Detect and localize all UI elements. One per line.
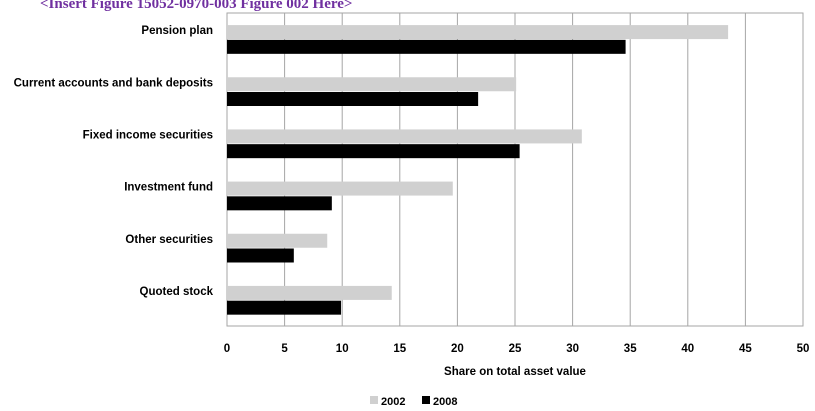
category-label: Other securities <box>125 234 213 246</box>
x-tick-label: 0 <box>224 343 230 355</box>
figure-insert-note: <Insert Figure 15052-0970-003 Figure 002… <box>40 0 353 12</box>
bar-2008 <box>227 248 294 263</box>
legend-swatch-2008 <box>422 396 430 404</box>
x-tick-label: 25 <box>509 343 522 355</box>
bar-2002 <box>227 285 392 300</box>
x-tick-label: 10 <box>336 343 349 355</box>
bar-2008 <box>227 300 342 315</box>
x-tick-label: 50 <box>797 343 810 355</box>
bar-2002 <box>227 181 453 196</box>
legend-swatch-2002 <box>370 396 378 404</box>
x-axis-title: Share on total asset value <box>444 366 586 378</box>
bar-2008 <box>227 144 520 159</box>
bar-2008 <box>227 92 479 106</box>
legend-label-2002: 2002 <box>381 396 405 408</box>
x-tick-label: 30 <box>566 343 579 355</box>
x-tick-label: 15 <box>393 343 406 355</box>
x-tick-label: 45 <box>739 343 752 355</box>
bar-2002 <box>227 129 582 144</box>
category-label: Fixed income securities <box>83 129 213 141</box>
x-tick-label: 5 <box>281 343 288 355</box>
category-label: Quoted stock <box>140 286 214 298</box>
bar-2008 <box>227 39 626 54</box>
bar-2008 <box>227 196 332 211</box>
category-label: Pension plan <box>141 25 213 37</box>
category-label: Current accounts and bank deposits <box>14 77 213 89</box>
x-tick-label: 20 <box>451 343 464 355</box>
category-label: Investment fund <box>124 182 213 194</box>
legend-label-2008: 2008 <box>433 396 457 408</box>
bar-2002 <box>227 77 517 92</box>
bar-2002 <box>227 25 729 40</box>
x-tick-label: 35 <box>624 343 637 355</box>
bar-2002 <box>227 233 328 248</box>
x-tick-label: 40 <box>681 343 694 355</box>
